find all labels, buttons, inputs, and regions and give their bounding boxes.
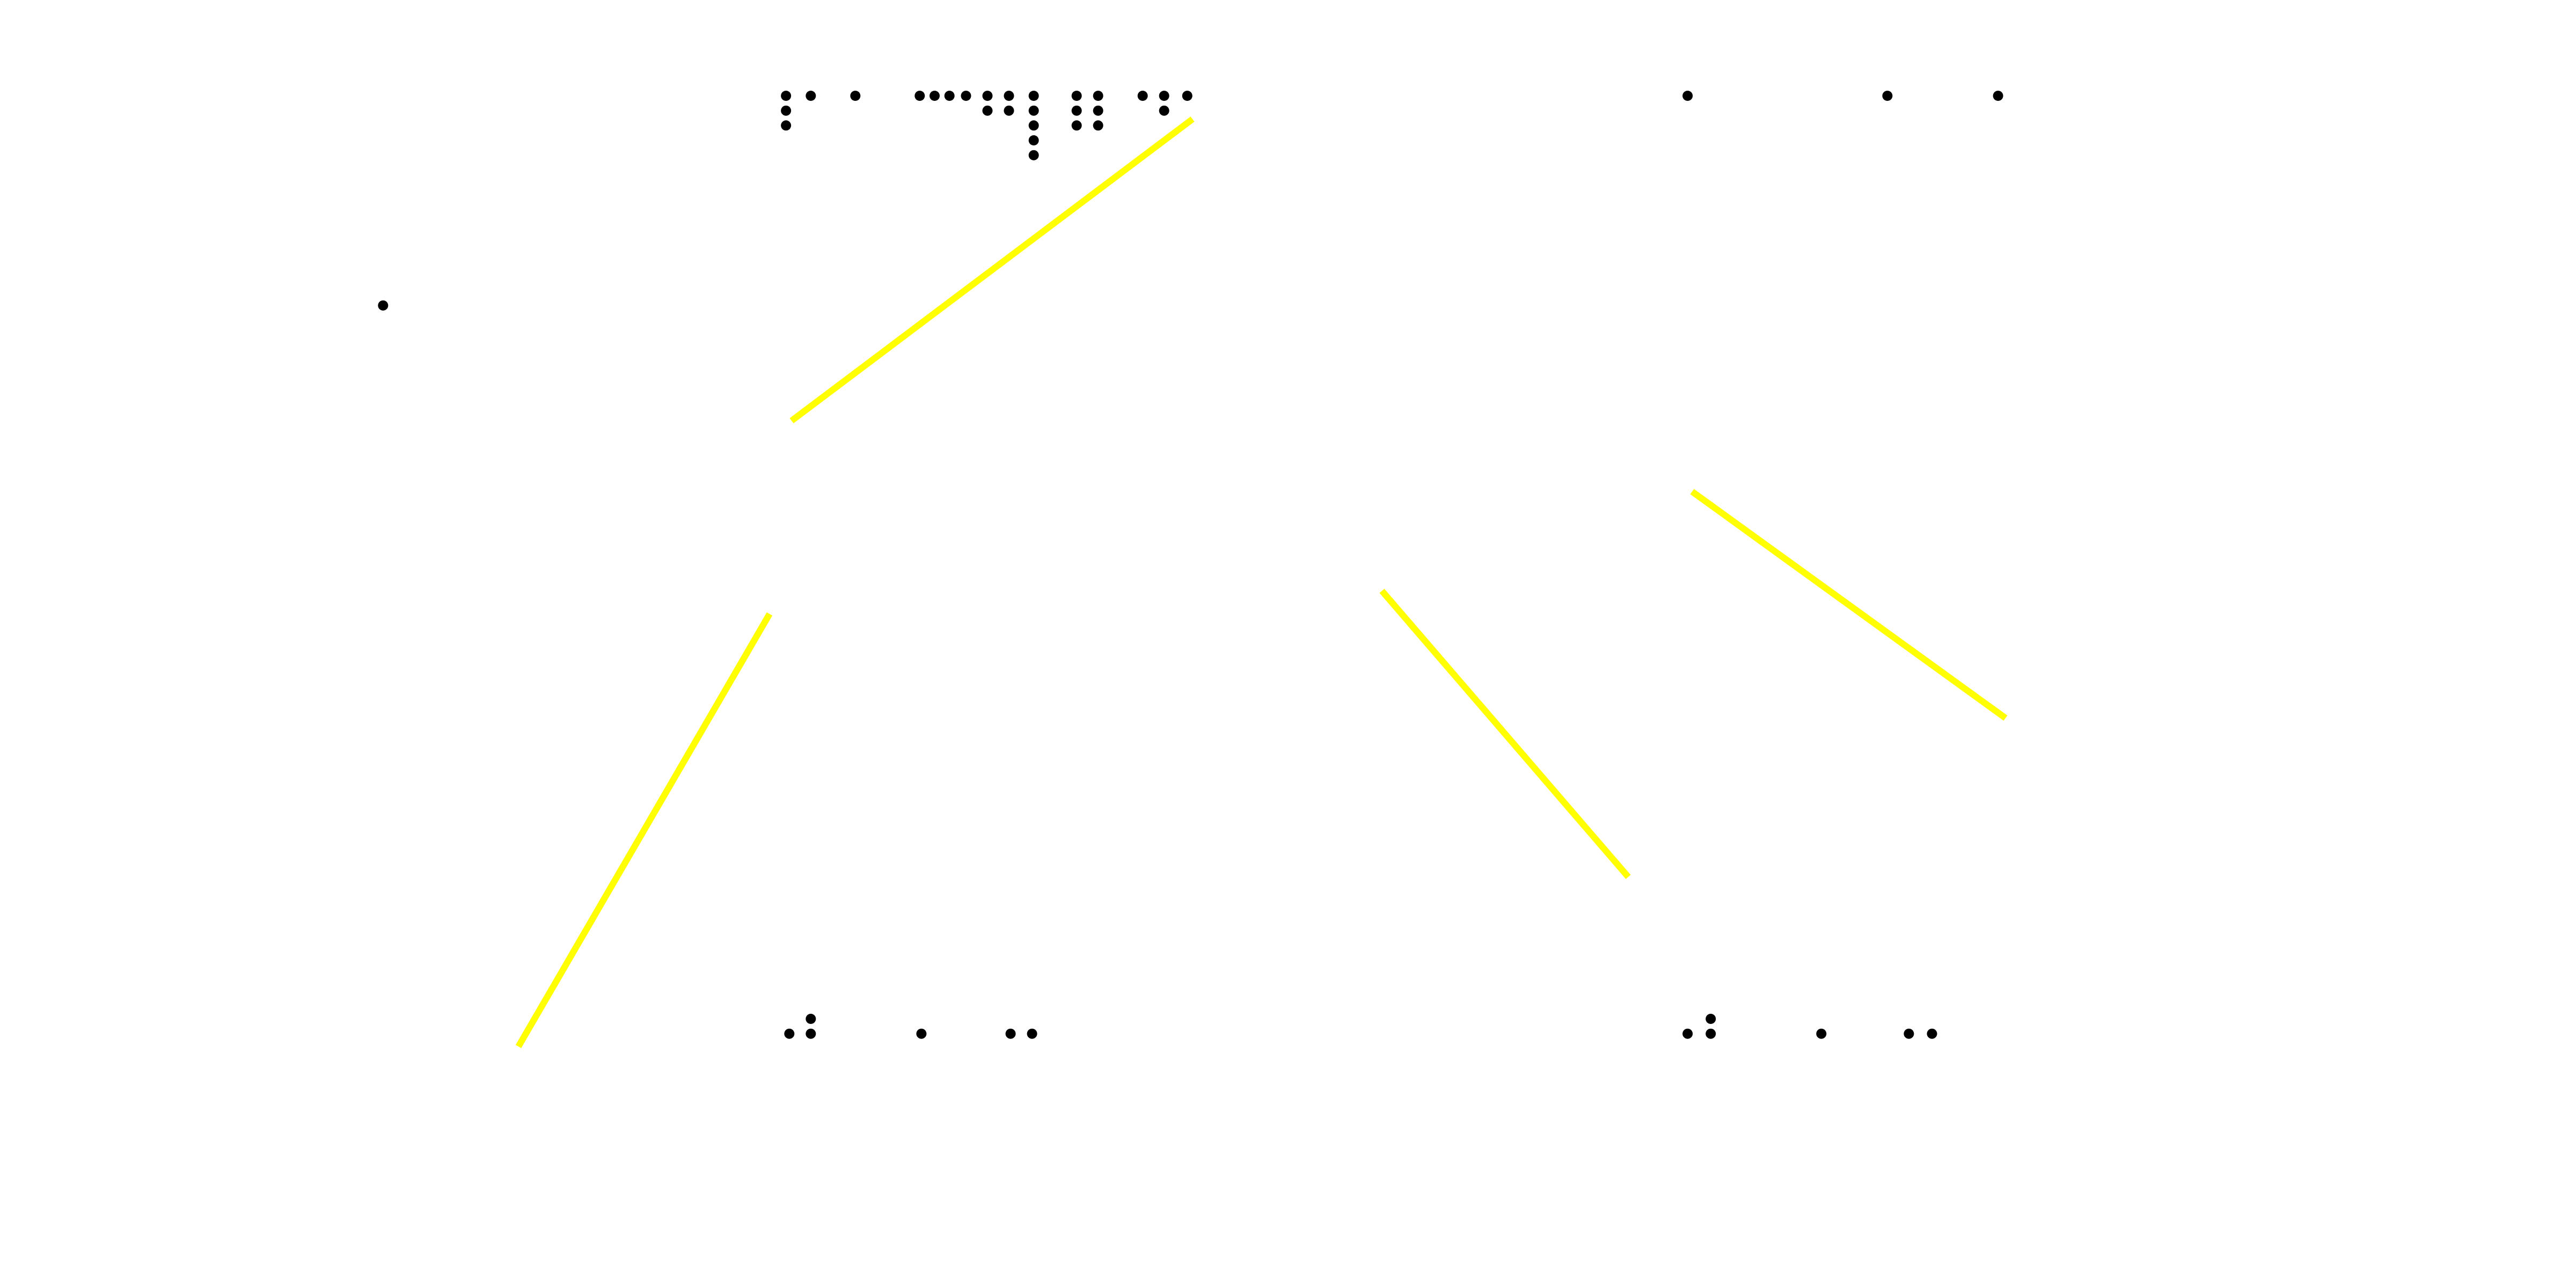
connector-lines xyxy=(515,116,2008,1049)
braille-dot xyxy=(1071,91,1082,101)
braille-dot xyxy=(961,91,971,101)
braille-dot xyxy=(1093,120,1103,131)
braille-dot xyxy=(1159,91,1169,101)
braille-dot xyxy=(1904,1028,1914,1039)
braille-dot xyxy=(1706,1028,1716,1039)
braille-dot xyxy=(1682,1028,1693,1039)
braille-dot xyxy=(1882,91,1893,101)
connector-line xyxy=(1379,589,1631,879)
braille-dot xyxy=(944,91,955,101)
braille-dot xyxy=(784,1028,795,1039)
braille-label-bottom-right xyxy=(1682,1014,1937,1039)
braille-dot xyxy=(1093,91,1103,101)
braille-dot xyxy=(1993,91,2003,101)
braille-dot xyxy=(1005,1028,1016,1039)
braille-label-bottom-left xyxy=(784,1014,1037,1039)
braille-label-side-left xyxy=(378,300,389,311)
braille-dot xyxy=(1137,91,1148,101)
braille-dot xyxy=(982,91,993,101)
braille-dot xyxy=(916,1028,927,1039)
connector-line xyxy=(515,612,773,1049)
braille-dot xyxy=(1028,91,1039,101)
braille-dot xyxy=(1706,1014,1716,1024)
braille-dot xyxy=(1028,150,1039,160)
braille-dot xyxy=(1182,91,1192,101)
connector-line xyxy=(789,116,1195,423)
braille-dot xyxy=(1071,105,1082,116)
braille-dot xyxy=(1682,91,1693,101)
braille-dot xyxy=(1004,105,1014,116)
braille-dot xyxy=(806,1014,816,1024)
braille-dot xyxy=(1093,105,1103,116)
braille-dot xyxy=(1028,135,1039,145)
braille-dot xyxy=(850,91,861,101)
braille-dot xyxy=(1159,105,1169,116)
braille-dot xyxy=(1027,1028,1037,1039)
braille-dot xyxy=(914,91,925,101)
braille-label-top-left xyxy=(781,91,1192,160)
braille-dot xyxy=(930,91,940,101)
braille-dot xyxy=(378,300,389,311)
braille-dot xyxy=(781,120,792,131)
braille-dot xyxy=(806,91,816,101)
braille-dot xyxy=(806,1028,816,1039)
connector-line xyxy=(1690,489,2008,721)
braille-dot xyxy=(781,91,792,101)
braille-dot xyxy=(1071,120,1082,131)
braille-dot xyxy=(1927,1028,1937,1039)
braille-label-top-right xyxy=(1682,91,2003,101)
braille-dot xyxy=(1028,120,1039,131)
braille-dot xyxy=(1028,105,1039,116)
braille-dot xyxy=(1004,91,1014,101)
braille-dot xyxy=(1816,1028,1827,1039)
braille-dot xyxy=(982,105,993,116)
braille-dot xyxy=(781,105,792,116)
